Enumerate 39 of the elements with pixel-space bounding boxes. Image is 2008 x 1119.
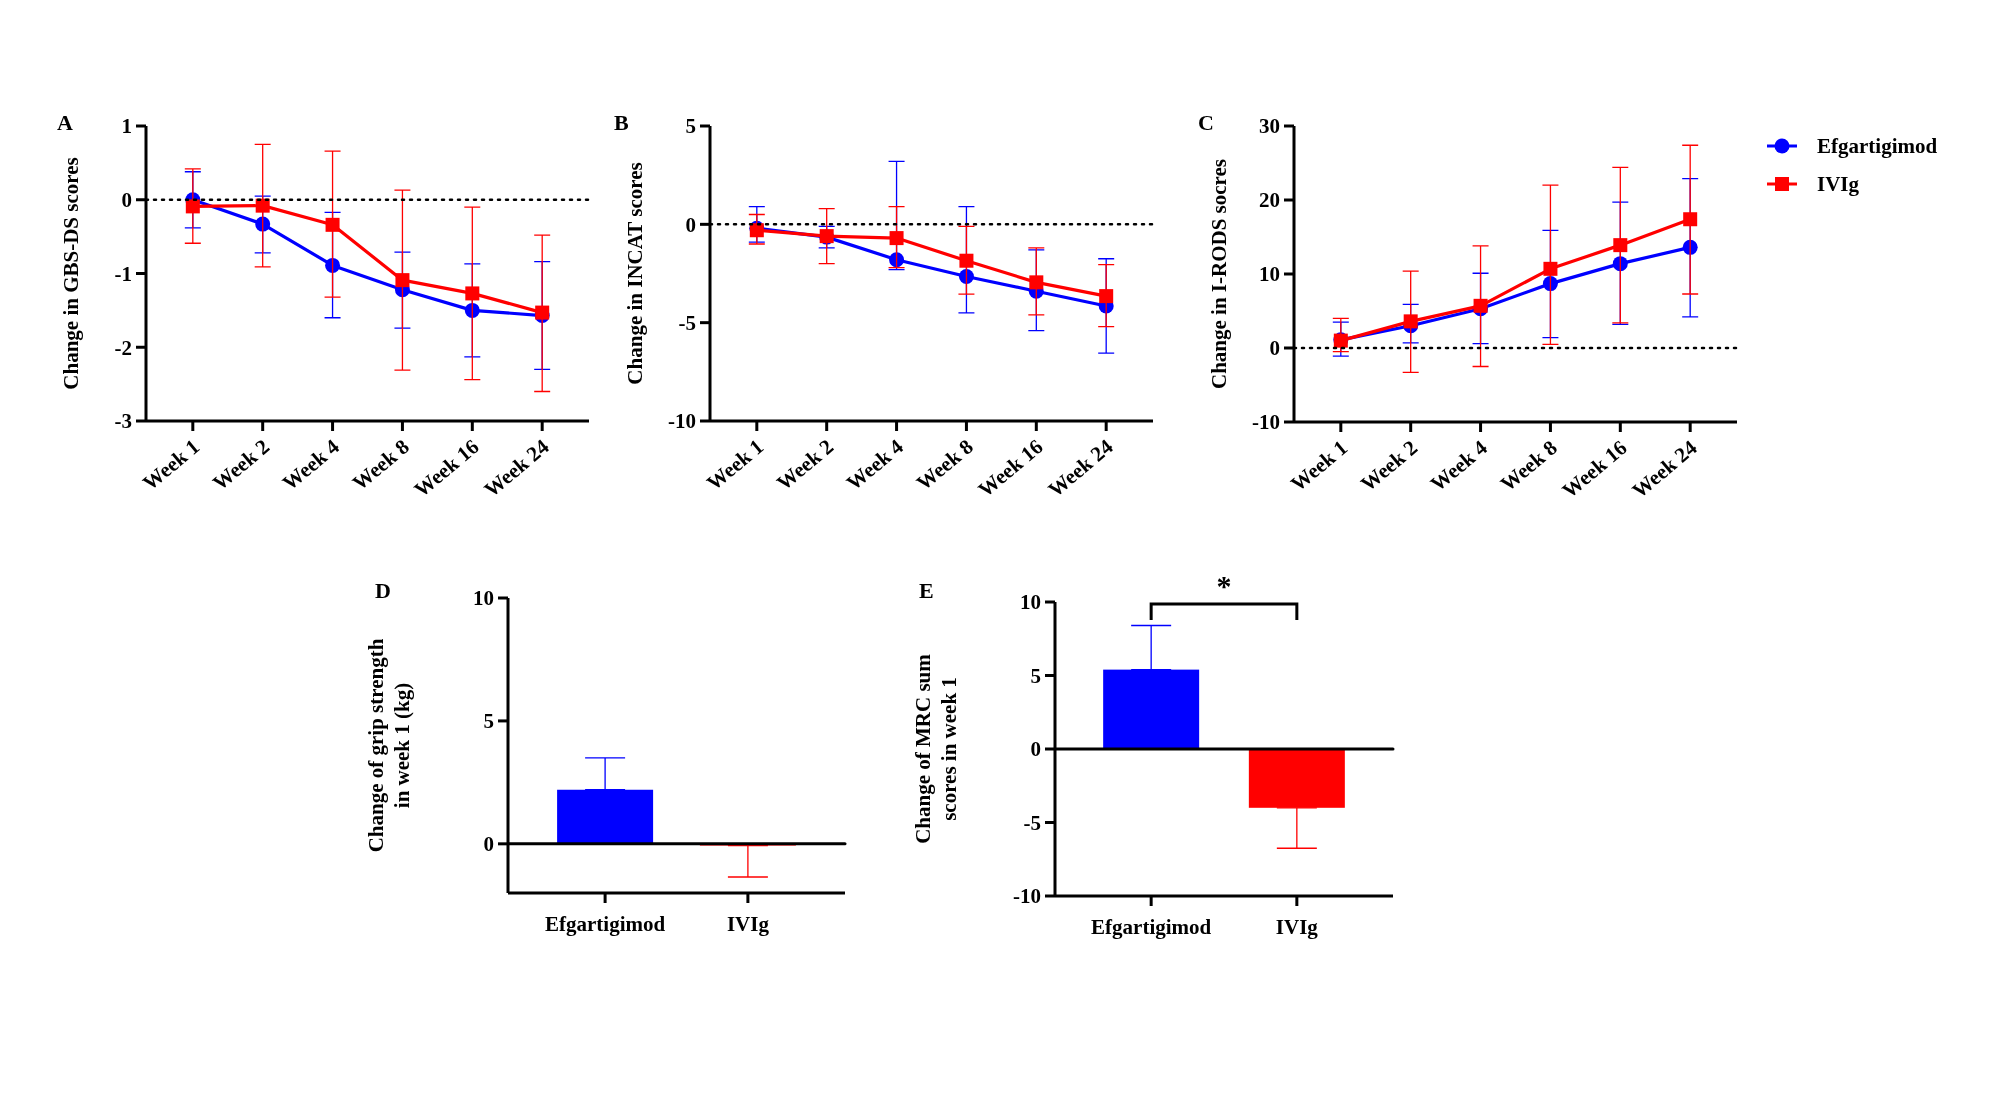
chart-title: B xyxy=(614,110,629,135)
y-tick-label: -1 xyxy=(114,261,132,286)
legend-label: Efgartigimod xyxy=(1817,134,1938,159)
y-tick-label: 10 xyxy=(473,586,494,611)
y-tick-label: -10 xyxy=(1252,410,1280,435)
x-tick-label: Efgartigimod xyxy=(545,912,666,936)
chart-title: A xyxy=(57,110,73,135)
y-tick-label: -5 xyxy=(1023,810,1041,835)
y-tick-label: -3 xyxy=(114,409,132,434)
chart-title: D xyxy=(375,578,391,603)
chart-title: E xyxy=(919,578,934,603)
y-tick-label: -10 xyxy=(1013,884,1041,909)
x-tick-label: Efgartigimod xyxy=(1091,915,1212,939)
y-tick-label: 5 xyxy=(685,114,696,139)
y-tick-label: 0 xyxy=(121,188,132,213)
y-tick-label: 0 xyxy=(1269,336,1280,361)
y-tick-label: 20 xyxy=(1259,188,1280,213)
y-tick-label: -2 xyxy=(114,335,132,360)
annotation: * xyxy=(1216,569,1232,602)
chart-title: C xyxy=(1198,110,1214,135)
y-tick-label: -5 xyxy=(678,311,696,336)
y-tick-label: 0 xyxy=(1030,737,1041,762)
y-tick-label: 10 xyxy=(1020,590,1041,615)
y-axis-title: Change in INCAT scores xyxy=(623,162,647,385)
y-tick-label: -10 xyxy=(668,409,696,434)
y-axis-title: Change in GBS-DS scores xyxy=(59,157,83,390)
y-axis-title: Change of MRC sum scores in week 1 xyxy=(911,653,961,844)
y-axis-title: Change of grip strength in week 1 (kg) xyxy=(364,638,414,853)
y-tick-label: 5 xyxy=(483,709,494,734)
y-tick-label: 0 xyxy=(685,212,696,237)
x-tick-label: IVIg xyxy=(726,912,770,936)
x-tick-label: IVIg xyxy=(1275,915,1319,939)
y-tick-label: 5 xyxy=(1030,663,1041,688)
y-axis-title: Change in I-RODS socres xyxy=(1207,158,1231,390)
legend-label: IVIg xyxy=(1817,172,1860,197)
y-tick-label: 10 xyxy=(1259,262,1280,287)
y-tick-label: 30 xyxy=(1259,114,1280,139)
y-tick-label: 0 xyxy=(483,832,494,857)
y-tick-label: 1 xyxy=(121,114,132,139)
